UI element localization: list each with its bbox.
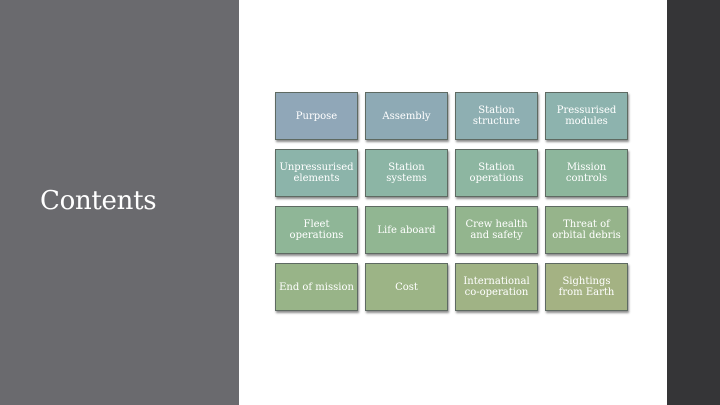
tile-life-aboard[interactable]: Life aboard	[365, 206, 448, 254]
right-accent-bar	[667, 0, 720, 405]
contents-grid: Purpose Assembly Station structure Press…	[275, 92, 628, 311]
tile-sightings-from-earth[interactable]: Sightings from Earth	[545, 263, 628, 311]
tile-assembly[interactable]: Assembly	[365, 92, 448, 140]
tile-fleet-operations[interactable]: Fleet operations	[275, 206, 358, 254]
tile-international-co-operation[interactable]: International co-operation	[455, 263, 538, 311]
tile-purpose[interactable]: Purpose	[275, 92, 358, 140]
tile-station-operations[interactable]: Station operations	[455, 149, 538, 197]
tile-threat-of-orbital-debris[interactable]: Threat of orbital debris	[545, 206, 628, 254]
tile-crew-health-and-safety[interactable]: Crew health and safety	[455, 206, 538, 254]
tile-station-structure[interactable]: Station structure	[455, 92, 538, 140]
tile-cost[interactable]: Cost	[365, 263, 448, 311]
left-panel	[0, 0, 239, 405]
tile-mission-controls[interactable]: Mission controls	[545, 149, 628, 197]
slide-title: Contents	[40, 186, 157, 216]
tile-station-systems[interactable]: Station systems	[365, 149, 448, 197]
tile-end-of-mission[interactable]: End of mission	[275, 263, 358, 311]
tile-unpressurised-elements[interactable]: Unpressurised elements	[275, 149, 358, 197]
tile-pressurised-modules[interactable]: Pressurised modules	[545, 92, 628, 140]
